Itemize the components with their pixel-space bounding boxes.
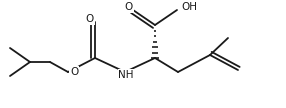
Text: O: O	[86, 14, 94, 24]
Text: O: O	[70, 67, 78, 77]
Text: OH: OH	[181, 2, 197, 12]
Text: NH: NH	[118, 70, 134, 80]
Text: O: O	[125, 2, 133, 12]
